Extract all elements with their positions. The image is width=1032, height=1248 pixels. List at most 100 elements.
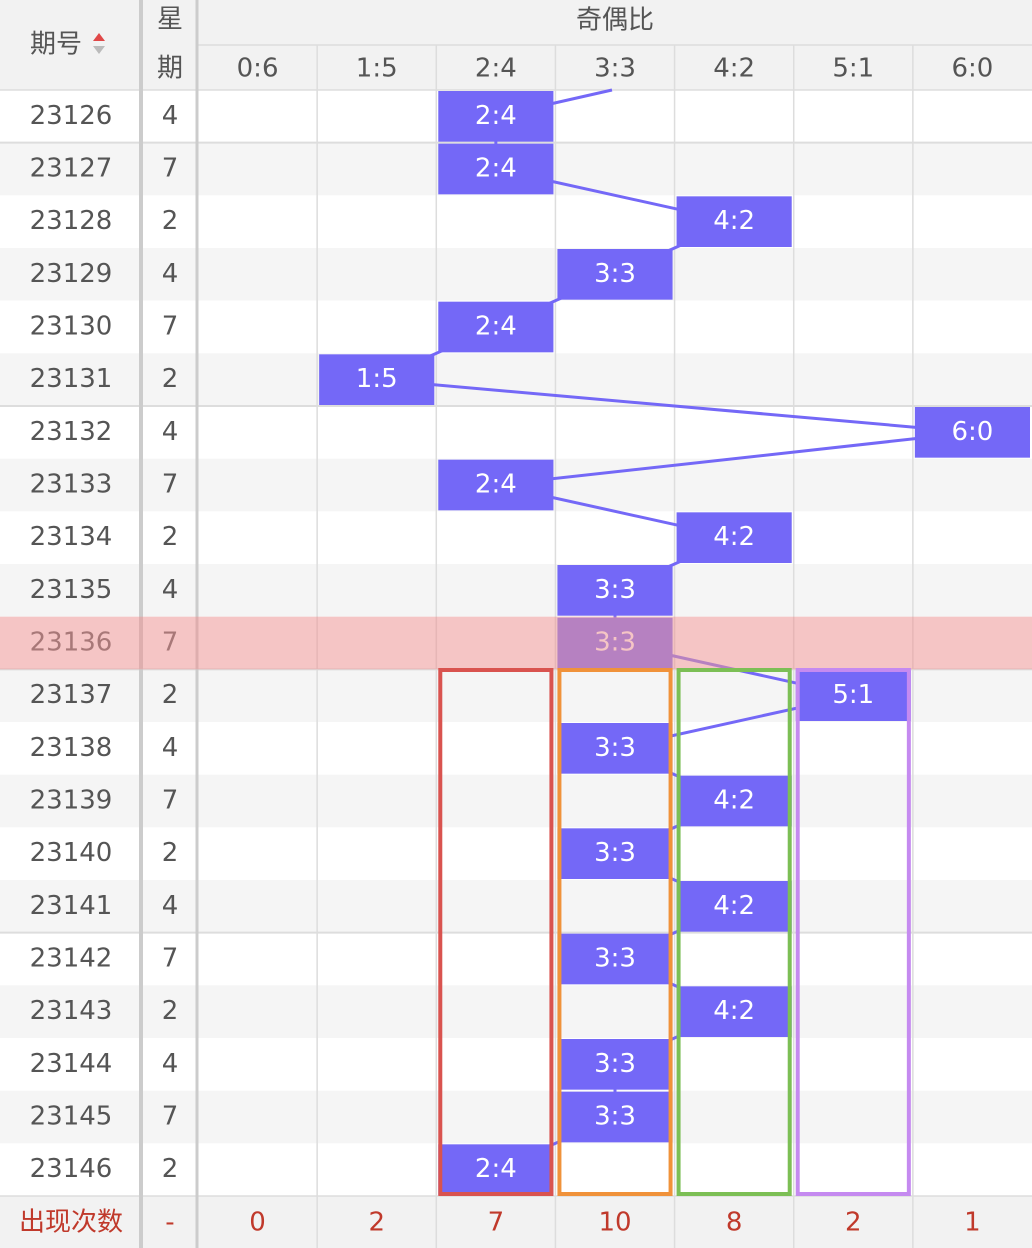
ratio-block [676, 196, 792, 247]
weekday: 7 [162, 786, 179, 816]
row-bg [0, 880, 1032, 933]
row-bg [0, 932, 1032, 986]
row-bg [0, 564, 1032, 617]
weekday: 2 [162, 522, 179, 552]
header-column: 5:1 [832, 54, 874, 84]
issue: 23144 [30, 1049, 113, 1079]
row-bg [0, 1038, 1032, 1091]
highlight-frame [557, 668, 673, 1196]
count: 8 [726, 1208, 743, 1238]
issue: 23142 [30, 944, 113, 974]
weekday: 2 [162, 996, 179, 1026]
header-column: 2:4 [475, 54, 517, 84]
header-column: 0:6 [237, 54, 279, 84]
ratio-label: 5:1 [832, 680, 874, 710]
weekday: 4 [162, 733, 179, 763]
ratio-block [557, 249, 673, 300]
ratio-label: 6:0 [952, 417, 994, 447]
row-bg [0, 722, 1032, 775]
issue: 23138 [30, 733, 113, 763]
ratio-block [676, 512, 792, 563]
header-column: 4:2 [713, 54, 755, 84]
ratio-label: 2:4 [475, 1154, 517, 1184]
issue: 23129 [30, 259, 113, 289]
ratio-block [557, 1039, 673, 1090]
ratio-block [557, 933, 673, 985]
ratio-label: 2:4 [475, 470, 517, 500]
count: 0 [249, 1208, 266, 1238]
ratio-label: 4:2 [713, 206, 755, 236]
issue: 23140 [30, 838, 113, 868]
header-column: 1:5 [356, 54, 398, 84]
weekday: 7 [162, 944, 179, 974]
ratio-label: 2:4 [475, 154, 517, 184]
ratio-block [557, 565, 673, 616]
row-bg [0, 827, 1032, 880]
row-bg [0, 353, 1032, 406]
count: 2 [368, 1208, 385, 1238]
weekday: 4 [162, 417, 179, 447]
ratio-label: 4:2 [713, 786, 755, 816]
ratio-label: 3:3 [594, 1049, 636, 1079]
footer-weekday: - [165, 1208, 174, 1238]
weekday: 2 [162, 838, 179, 868]
weekday: 7 [162, 1102, 179, 1132]
ratio-block [438, 91, 554, 142]
weekday: 4 [162, 101, 179, 131]
ratio-block [557, 723, 673, 774]
weekday: 2 [162, 680, 179, 710]
issue: 23139 [30, 786, 113, 816]
weekday: 7 [162, 312, 179, 342]
highlight-frame [438, 668, 554, 1196]
ratio-label: 2:4 [475, 101, 517, 131]
highlight-frame [676, 668, 792, 1196]
header-weekday: 期 [157, 54, 183, 84]
header-column: 6:0 [952, 54, 994, 84]
ratio-label: 4:2 [713, 522, 755, 552]
count: 10 [598, 1208, 631, 1238]
weekday: 4 [162, 575, 179, 605]
ratio-label: 4:2 [713, 996, 755, 1026]
ratio-label: 3:3 [594, 838, 636, 868]
sort-down [93, 46, 105, 54]
row-bg [0, 511, 1032, 564]
weekday: 2 [162, 206, 179, 236]
header-column: 3:3 [594, 54, 636, 84]
ratio-block [676, 986, 792, 1037]
row-bg [0, 195, 1032, 248]
ratio-block [676, 775, 792, 827]
ratio-block [676, 881, 792, 932]
ratio-block [795, 670, 911, 721]
ratio-block [438, 301, 554, 353]
sort-up [93, 33, 105, 41]
ratio-label: 2:4 [475, 312, 517, 342]
header-issue: 期号 [30, 30, 82, 60]
issue: 23128 [30, 206, 113, 236]
ratio-block [557, 828, 673, 879]
weekday: 4 [162, 1049, 179, 1079]
issue: 23141 [30, 891, 113, 921]
weekday: 7 [162, 154, 179, 184]
row-bg [0, 406, 1032, 459]
ratio-label: 3:3 [594, 259, 636, 289]
issue: 23146 [30, 1154, 113, 1184]
ratio-label: 4:2 [713, 891, 755, 921]
row-bg [0, 985, 1032, 1038]
weekday: 4 [162, 259, 179, 289]
issue: 23137 [30, 680, 113, 710]
ratio-block [319, 354, 435, 405]
issue: 23132 [30, 417, 113, 447]
issue: 23127 [30, 154, 113, 184]
ratio-label: 3:3 [594, 1102, 636, 1132]
issue: 23131 [30, 364, 113, 394]
count: 2 [845, 1208, 862, 1238]
row-bg [0, 248, 1032, 301]
issue: 23130 [30, 312, 113, 342]
trend-line [495, 430, 973, 487]
weekday: 2 [162, 364, 179, 394]
issue: 23145 [30, 1102, 113, 1132]
footer-bg [0, 1196, 1032, 1248]
weekday: 2 [162, 1154, 179, 1184]
